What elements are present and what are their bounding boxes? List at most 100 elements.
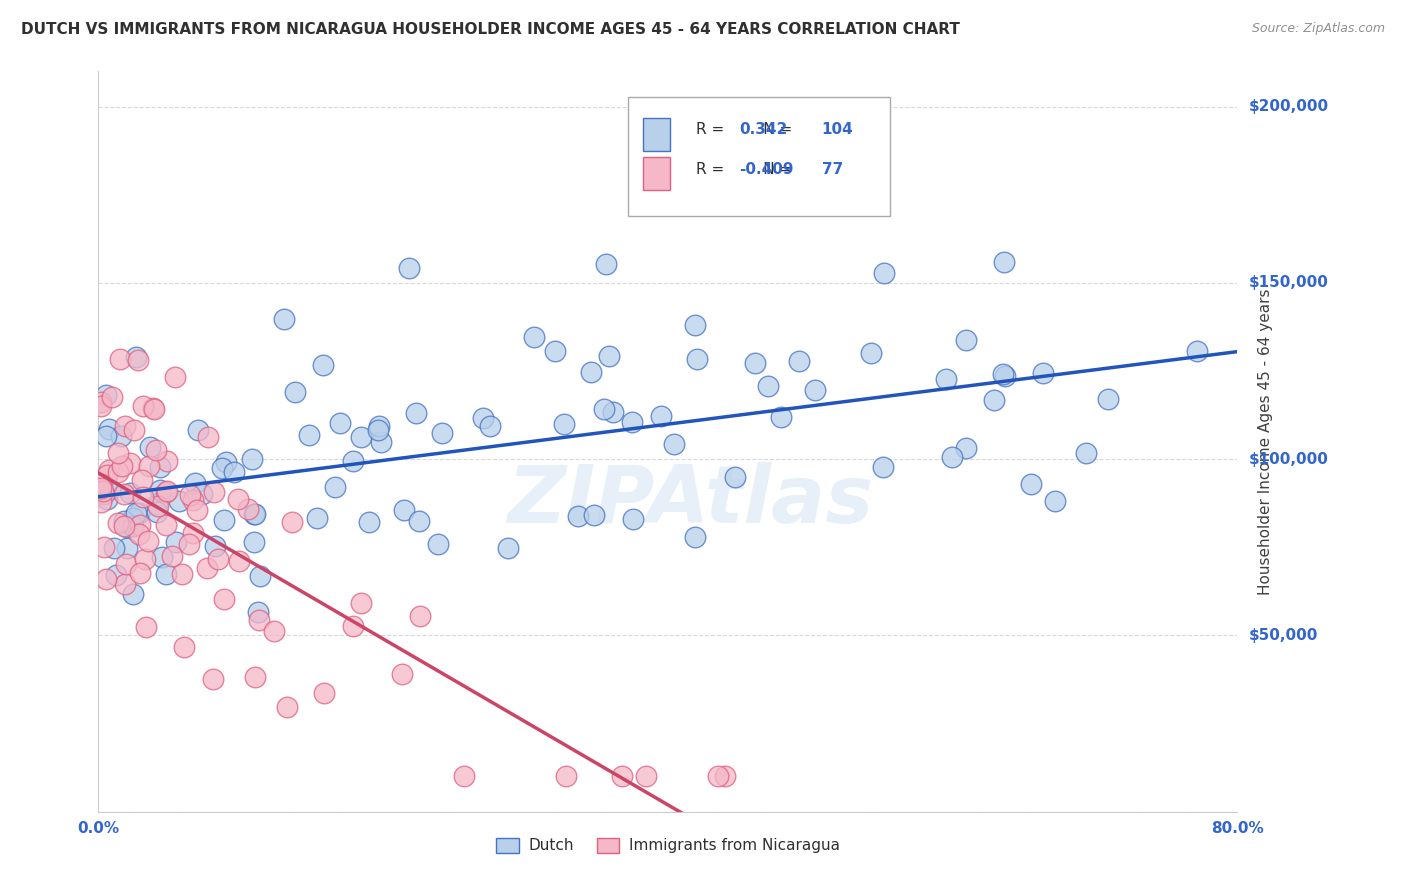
Point: [983, 392, 1005, 407]
Point: [134, 551, 156, 566]
Point: [238, 501, 260, 516]
Point: [249, 569, 271, 583]
Point: [714, 769, 737, 783]
Point: [1032, 366, 1054, 380]
Point: [993, 368, 1015, 383]
Text: $100,000: $100,000: [1249, 451, 1329, 467]
Point: [129, 517, 152, 532]
Point: [276, 700, 298, 714]
Point: [935, 372, 957, 386]
Point: [582, 508, 605, 522]
Point: [398, 260, 420, 275]
Point: [554, 769, 576, 783]
Text: 77: 77: [821, 161, 842, 177]
Point: [125, 350, 148, 364]
Point: [370, 434, 392, 449]
Point: [117, 519, 139, 533]
Point: [706, 769, 728, 783]
Point: [247, 613, 270, 627]
Point: [132, 490, 155, 504]
Point: [787, 354, 810, 368]
Point: [165, 535, 187, 549]
Point: [342, 619, 364, 633]
Point: [90, 494, 112, 508]
Point: [955, 333, 977, 347]
Point: [120, 485, 142, 500]
Point: [138, 459, 160, 474]
Point: [226, 491, 249, 506]
Point: [90, 394, 112, 409]
Point: [1074, 446, 1097, 460]
Point: [873, 266, 896, 280]
Point: [146, 497, 169, 511]
Point: [93, 540, 115, 554]
Point: [122, 423, 145, 437]
Point: [211, 461, 233, 475]
Point: [430, 425, 453, 440]
Point: [623, 512, 645, 526]
FancyBboxPatch shape: [643, 157, 671, 190]
Point: [744, 356, 766, 370]
Point: [367, 419, 389, 434]
Point: [685, 318, 707, 333]
Point: [122, 587, 145, 601]
Point: [93, 486, 115, 500]
Point: [329, 417, 352, 431]
Point: [312, 686, 335, 700]
Point: [96, 429, 118, 443]
Point: [127, 352, 149, 367]
Point: [498, 541, 520, 555]
Point: [191, 487, 214, 501]
Point: [1185, 344, 1208, 359]
Point: [177, 537, 200, 551]
Point: [108, 352, 131, 367]
Point: [804, 384, 827, 398]
Point: [312, 358, 335, 372]
Point: [243, 670, 266, 684]
Point: [148, 500, 170, 514]
Point: [598, 349, 620, 363]
Point: [553, 417, 575, 432]
Point: [204, 539, 226, 553]
Point: [129, 566, 152, 580]
Point: [323, 480, 346, 494]
Point: [114, 419, 136, 434]
Point: [138, 441, 160, 455]
Text: DUTCH VS IMMIGRANTS FROM NICARAGUA HOUSEHOLDER INCOME AGES 45 - 64 YEARS CORRELA: DUTCH VS IMMIGRANTS FROM NICARAGUA HOUSE…: [21, 22, 960, 37]
Text: Source: ZipAtlas.com: Source: ZipAtlas.com: [1251, 22, 1385, 36]
Point: [90, 477, 112, 491]
Point: [94, 388, 117, 402]
Point: [247, 605, 270, 619]
Point: [167, 494, 190, 508]
Point: [156, 483, 179, 498]
Point: [128, 526, 150, 541]
Point: [101, 391, 124, 405]
Point: [595, 257, 617, 271]
Point: [245, 508, 267, 522]
Point: [567, 508, 589, 523]
Point: [93, 484, 115, 499]
Point: [472, 411, 495, 425]
Text: R =        N =: R = N =: [696, 161, 797, 177]
Point: [155, 517, 177, 532]
Point: [544, 344, 567, 359]
Point: [181, 492, 204, 507]
Legend: Dutch, Immigrants from Nicaragua: Dutch, Immigrants from Nicaragua: [489, 831, 846, 860]
Point: [142, 401, 165, 416]
Text: R =        N =: R = N =: [696, 121, 797, 136]
Point: [146, 505, 169, 519]
Point: [120, 456, 142, 470]
Point: [107, 516, 129, 530]
Point: [195, 561, 218, 575]
Text: 0.342: 0.342: [740, 121, 787, 136]
Point: [357, 515, 380, 529]
Point: [110, 429, 132, 443]
Point: [90, 399, 112, 413]
Point: [342, 454, 364, 468]
Point: [181, 526, 204, 541]
Point: [179, 487, 201, 501]
Point: [756, 378, 779, 392]
Text: -0.409: -0.409: [740, 161, 794, 177]
Point: [243, 535, 266, 549]
Point: [186, 502, 208, 516]
